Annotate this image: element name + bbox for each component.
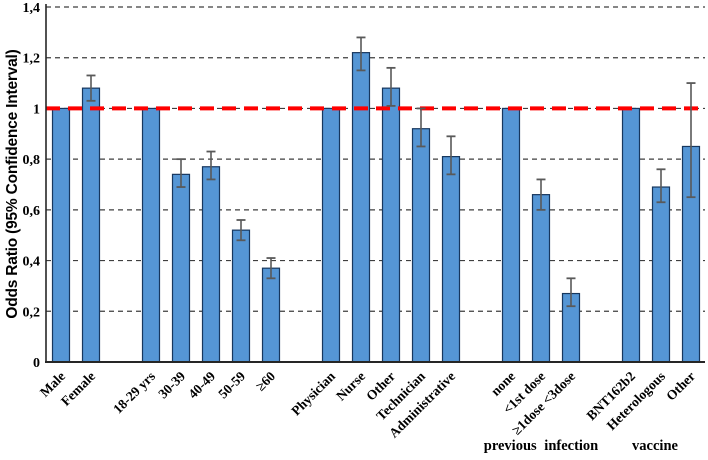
bar-female — [81, 87, 101, 363]
bar-male — [51, 107, 71, 363]
x-label-female: Female — [58, 369, 98, 409]
bar-60 — [261, 267, 281, 363]
bar-nurse — [351, 52, 371, 363]
bar-40-49 — [201, 166, 221, 363]
x-label-physician: Physician — [288, 368, 338, 418]
y-tick-label-1-4: 1,4 — [23, 1, 41, 16]
bar-bnt162b2 — [621, 107, 641, 363]
x-label-50-59: 50-59 — [215, 368, 248, 401]
group-caption-vaccine: vaccine — [632, 438, 678, 454]
bar-18-29-yrs — [141, 107, 161, 363]
x-label-nurse: Nurse — [333, 369, 368, 404]
x-label-30-39: 30-39 — [155, 368, 188, 401]
group-caption-previous-infection: previous infection — [483, 438, 599, 454]
y-tick-label-0-2: 0,2 — [23, 305, 41, 320]
y-tick-label-1: 1 — [33, 102, 40, 117]
x-label-60: ≥60 — [253, 368, 279, 394]
bar-administrative — [441, 156, 461, 363]
bar-other — [381, 87, 401, 363]
bar-heterologous — [651, 186, 671, 363]
y-tick-label-0-6: 0,6 — [23, 204, 41, 219]
bar-30-39 — [171, 173, 191, 363]
y-tick-label-0-4: 0,4 — [23, 255, 41, 270]
y-axis-title: Odds Ratio (95% Confidence Interval) — [4, 49, 21, 319]
bar-technician — [411, 128, 431, 363]
bar-none — [501, 107, 521, 363]
x-label-40-49: 40-49 — [185, 368, 218, 401]
x-label-18-29-yrs: 18-29 yrs — [110, 369, 158, 417]
bar-50-59 — [231, 229, 251, 363]
x-label-other: Other — [663, 369, 698, 404]
y-tick-label-0-8: 0,8 — [23, 153, 41, 168]
y-tick-label-0: 0 — [33, 356, 40, 371]
bar-1st-dose — [531, 194, 551, 363]
y-tick-label-1-2: 1,2 — [23, 52, 41, 67]
bar-physician — [321, 107, 341, 363]
